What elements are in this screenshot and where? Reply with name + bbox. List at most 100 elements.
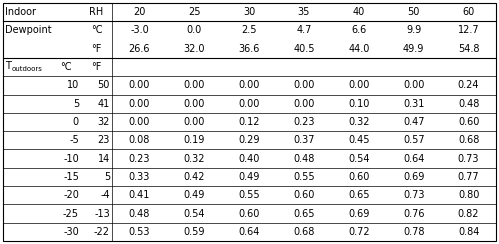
Text: 40.5: 40.5: [293, 44, 315, 54]
Text: 5: 5: [104, 172, 110, 182]
Text: 0.00: 0.00: [184, 80, 205, 90]
Text: 0.54: 0.54: [184, 209, 205, 219]
Text: 0.41: 0.41: [129, 190, 150, 200]
Text: -13: -13: [94, 209, 110, 219]
Text: 0.49: 0.49: [184, 190, 205, 200]
Text: 0.69: 0.69: [403, 172, 425, 182]
Text: 0.49: 0.49: [239, 172, 260, 182]
Text: 0.19: 0.19: [184, 135, 205, 145]
Text: 5: 5: [73, 99, 79, 109]
Text: 0.12: 0.12: [239, 117, 260, 127]
Text: 26.6: 26.6: [129, 44, 150, 54]
Text: 50: 50: [98, 80, 110, 90]
Text: 0.32: 0.32: [184, 154, 205, 164]
Text: 0.47: 0.47: [403, 117, 425, 127]
Text: 0.48: 0.48: [293, 154, 315, 164]
Text: 14: 14: [98, 154, 110, 164]
Text: 32: 32: [98, 117, 110, 127]
Text: 0.60: 0.60: [293, 190, 315, 200]
Text: 0.00: 0.00: [293, 80, 315, 90]
Text: 0.64: 0.64: [403, 154, 425, 164]
Text: 0.37: 0.37: [293, 135, 315, 145]
Text: 0.82: 0.82: [458, 209, 480, 219]
Text: outdoors: outdoors: [12, 66, 43, 72]
Text: 0.42: 0.42: [184, 172, 205, 182]
Text: T: T: [5, 61, 11, 71]
Text: 0.48: 0.48: [458, 99, 479, 109]
Text: 0.24: 0.24: [458, 80, 480, 90]
Text: 0.08: 0.08: [129, 135, 150, 145]
Text: °F: °F: [91, 44, 102, 54]
Text: 0.48: 0.48: [129, 209, 150, 219]
Text: 0.00: 0.00: [129, 117, 150, 127]
Text: 4.7: 4.7: [296, 25, 312, 35]
Text: 41: 41: [98, 99, 110, 109]
Text: 0.72: 0.72: [348, 227, 370, 237]
Text: 0.76: 0.76: [403, 209, 425, 219]
Text: 0.00: 0.00: [129, 80, 150, 90]
Text: -25: -25: [63, 209, 79, 219]
Text: 0: 0: [73, 117, 79, 127]
Text: 0.00: 0.00: [403, 80, 425, 90]
Text: 0.0: 0.0: [187, 25, 202, 35]
Text: 0.59: 0.59: [184, 227, 205, 237]
Text: -5: -5: [69, 135, 79, 145]
Text: 0.23: 0.23: [129, 154, 150, 164]
Text: 0.40: 0.40: [239, 154, 260, 164]
Text: -22: -22: [94, 227, 110, 237]
Text: 0.29: 0.29: [239, 135, 260, 145]
Text: 0.53: 0.53: [129, 227, 150, 237]
Text: 0.00: 0.00: [184, 99, 205, 109]
Text: 6.6: 6.6: [351, 25, 366, 35]
Text: -20: -20: [63, 190, 79, 200]
Text: 49.9: 49.9: [403, 44, 425, 54]
Text: 10: 10: [67, 80, 79, 90]
Text: 54.8: 54.8: [458, 44, 480, 54]
Text: 0.31: 0.31: [403, 99, 425, 109]
Text: -3.0: -3.0: [130, 25, 149, 35]
Text: -4: -4: [100, 190, 110, 200]
Text: 30: 30: [243, 7, 255, 17]
Text: 0.55: 0.55: [293, 172, 315, 182]
Text: 0.65: 0.65: [293, 209, 315, 219]
Text: 23: 23: [98, 135, 110, 145]
Text: Dewpoint: Dewpoint: [5, 25, 51, 35]
Text: °C: °C: [60, 62, 71, 72]
Text: 0.32: 0.32: [348, 117, 370, 127]
Text: 0.78: 0.78: [403, 227, 425, 237]
Text: 20: 20: [133, 7, 146, 17]
Text: RH: RH: [89, 7, 104, 17]
Text: 0.73: 0.73: [403, 190, 425, 200]
Text: 40: 40: [353, 7, 365, 17]
Text: 2.5: 2.5: [242, 25, 257, 35]
Text: 0.77: 0.77: [458, 172, 480, 182]
Text: 0.68: 0.68: [458, 135, 479, 145]
Text: -30: -30: [63, 227, 79, 237]
Text: 0.00: 0.00: [129, 99, 150, 109]
Text: 0.00: 0.00: [239, 80, 260, 90]
Text: 0.10: 0.10: [348, 99, 370, 109]
Text: 0.55: 0.55: [239, 190, 260, 200]
Text: 0.69: 0.69: [348, 209, 370, 219]
Text: 36.6: 36.6: [239, 44, 260, 54]
Text: 0.00: 0.00: [348, 80, 370, 90]
Text: 0.60: 0.60: [239, 209, 260, 219]
Text: 0.68: 0.68: [293, 227, 315, 237]
Text: 35: 35: [298, 7, 310, 17]
Text: -15: -15: [63, 172, 79, 182]
Text: 0.00: 0.00: [239, 99, 260, 109]
Text: 0.73: 0.73: [458, 154, 480, 164]
Text: °C: °C: [91, 25, 102, 35]
Text: Indoor: Indoor: [5, 7, 36, 17]
Text: 0.65: 0.65: [348, 190, 370, 200]
Text: 0.45: 0.45: [348, 135, 370, 145]
Text: 0.57: 0.57: [403, 135, 425, 145]
Text: °F: °F: [91, 62, 102, 72]
Text: 0.00: 0.00: [184, 117, 205, 127]
Text: 0.23: 0.23: [293, 117, 315, 127]
Text: 60: 60: [463, 7, 475, 17]
Text: 0.60: 0.60: [458, 117, 479, 127]
Text: 12.7: 12.7: [458, 25, 480, 35]
Text: 44.0: 44.0: [348, 44, 370, 54]
Text: 32.0: 32.0: [184, 44, 205, 54]
